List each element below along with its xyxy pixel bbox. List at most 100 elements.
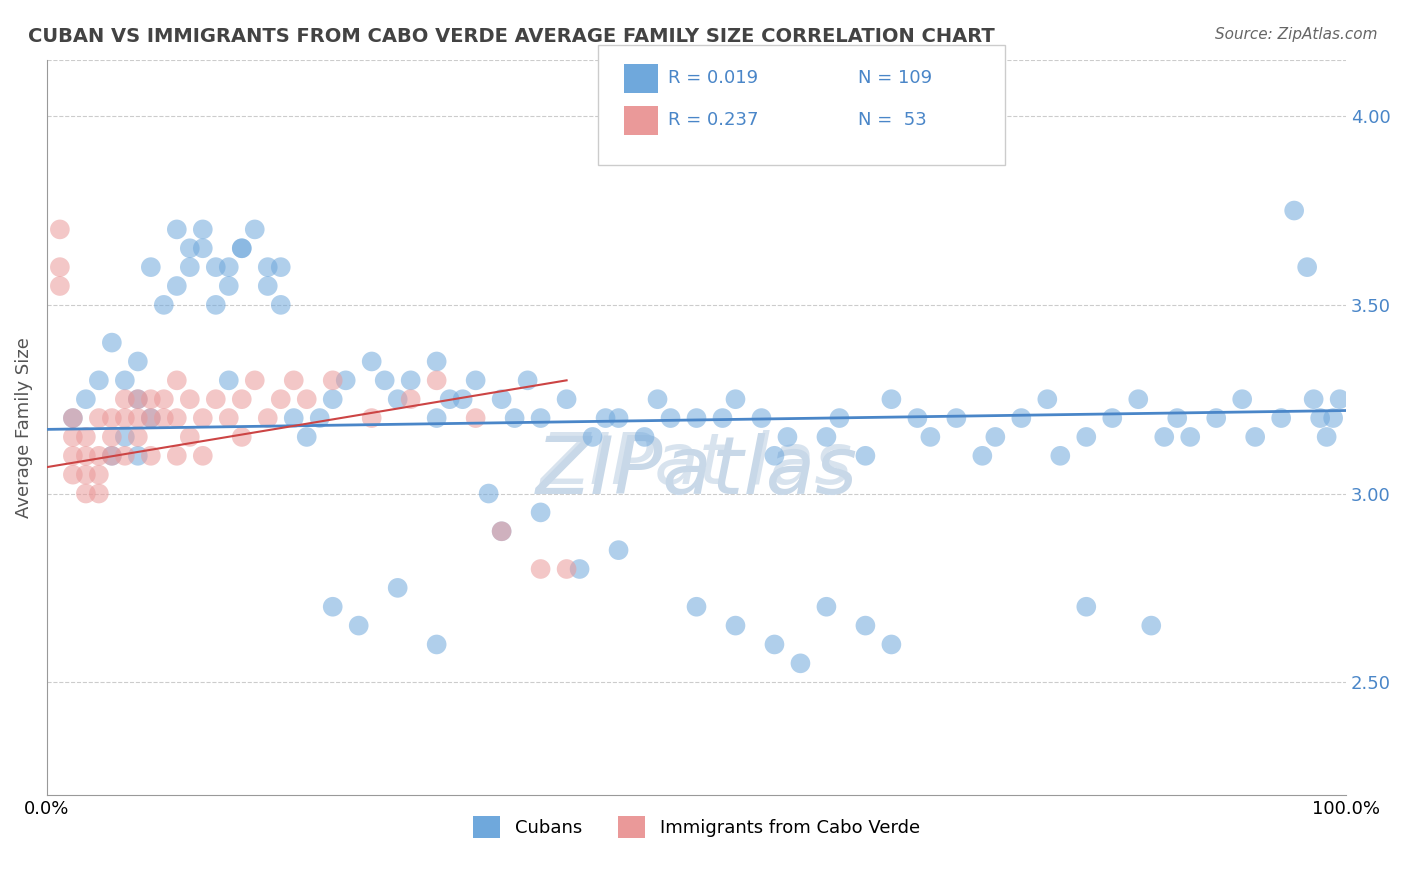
Point	[426, 637, 449, 651]
Point	[1140, 618, 1163, 632]
Point	[322, 373, 344, 387]
Text: ZIP atlas: ZIP atlas	[540, 430, 852, 499]
Point	[399, 392, 422, 407]
Point	[1282, 203, 1305, 218]
Point	[347, 618, 370, 632]
Point	[387, 581, 409, 595]
Point	[491, 392, 513, 407]
Point	[87, 467, 110, 482]
Point	[1128, 392, 1150, 407]
Point	[568, 562, 591, 576]
Point	[711, 411, 734, 425]
Point	[101, 335, 124, 350]
Point	[464, 411, 486, 425]
Point	[87, 449, 110, 463]
Point	[1302, 392, 1324, 407]
Point	[166, 222, 188, 236]
Point	[153, 411, 176, 425]
Point	[62, 411, 84, 425]
Point	[399, 373, 422, 387]
Point	[191, 222, 214, 236]
Point	[191, 241, 214, 255]
Point	[374, 373, 396, 387]
Point	[295, 392, 318, 407]
Point	[815, 430, 838, 444]
Point	[166, 449, 188, 463]
Point	[1153, 430, 1175, 444]
Point	[166, 279, 188, 293]
Point	[127, 449, 149, 463]
Point	[322, 599, 344, 614]
Point	[270, 298, 292, 312]
Point	[815, 599, 838, 614]
Point	[1205, 411, 1227, 425]
Point	[295, 430, 318, 444]
Point	[945, 411, 967, 425]
Point	[685, 599, 707, 614]
Point	[75, 392, 97, 407]
Point	[1076, 599, 1098, 614]
Point	[478, 486, 501, 500]
Point	[231, 430, 253, 444]
Point	[231, 241, 253, 255]
Point	[218, 279, 240, 293]
Text: Source: ZipAtlas.com: Source: ZipAtlas.com	[1215, 27, 1378, 42]
Point	[503, 411, 526, 425]
Point	[166, 411, 188, 425]
Point	[984, 430, 1007, 444]
Point	[685, 411, 707, 425]
Point	[464, 373, 486, 387]
Point	[231, 392, 253, 407]
Point	[218, 411, 240, 425]
Point	[49, 260, 72, 274]
Point	[179, 430, 201, 444]
Point	[127, 411, 149, 425]
Point	[426, 411, 449, 425]
Point	[555, 392, 578, 407]
Point	[1010, 411, 1032, 425]
Point	[179, 260, 201, 274]
Point	[426, 373, 449, 387]
Point	[855, 449, 877, 463]
Point	[1180, 430, 1202, 444]
Point	[218, 373, 240, 387]
Point	[153, 298, 176, 312]
Point	[607, 411, 630, 425]
Point	[776, 430, 799, 444]
Point	[243, 222, 266, 236]
Point	[1049, 449, 1071, 463]
Point	[166, 373, 188, 387]
Y-axis label: Average Family Size: Average Family Size	[15, 337, 32, 518]
Point	[322, 392, 344, 407]
Point	[204, 392, 226, 407]
Point	[87, 411, 110, 425]
Point	[529, 562, 551, 576]
Point	[139, 392, 162, 407]
Point	[763, 637, 786, 651]
Point	[127, 430, 149, 444]
Point	[308, 411, 330, 425]
Point	[153, 392, 176, 407]
Point	[724, 392, 747, 407]
Point	[114, 373, 136, 387]
Point	[387, 392, 409, 407]
Point	[218, 260, 240, 274]
Point	[62, 467, 84, 482]
Point	[270, 392, 292, 407]
Point	[114, 449, 136, 463]
Point	[114, 392, 136, 407]
Point	[1329, 392, 1351, 407]
Point	[101, 449, 124, 463]
Text: ZIPatlas: ZIPatlas	[536, 433, 858, 510]
Point	[880, 637, 903, 651]
Point	[972, 449, 994, 463]
Point	[127, 392, 149, 407]
Point	[101, 411, 124, 425]
Legend: Cubans, Immigrants from Cabo Verde: Cubans, Immigrants from Cabo Verde	[465, 809, 927, 846]
Point	[360, 354, 382, 368]
Point	[360, 411, 382, 425]
Point	[491, 524, 513, 539]
Point	[529, 411, 551, 425]
Point	[139, 411, 162, 425]
Point	[256, 260, 278, 274]
